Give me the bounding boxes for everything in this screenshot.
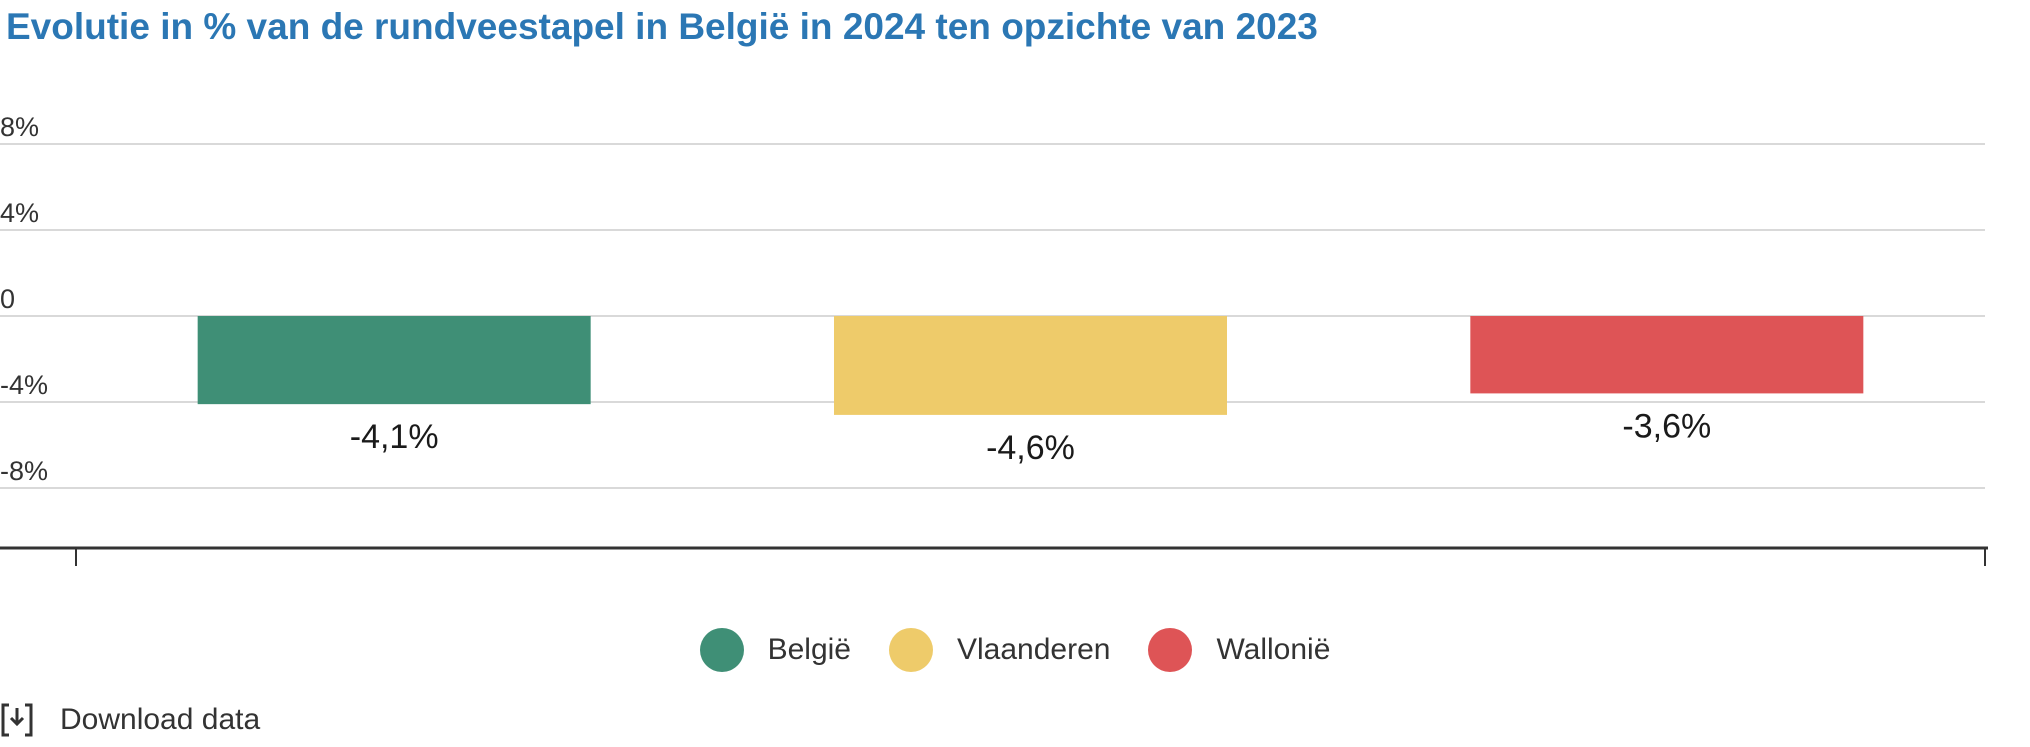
legend-swatch <box>889 628 933 672</box>
data-label: -3,6% <box>1622 407 1711 445</box>
chart-title: Evolutie in % van de rundveestapel in Be… <box>6 6 1318 47</box>
legend-item[interactable]: Vlaanderen <box>889 628 1110 672</box>
y-tick-label: -4% <box>0 370 48 400</box>
legend-label: Wallonië <box>1216 633 1331 666</box>
data-labels: -4,1% -4,6% -3,6% <box>350 407 1711 467</box>
legend-label: België <box>767 633 851 666</box>
bar-wallonië[interactable] <box>1470 316 1864 394</box>
download-data-label: Download data <box>60 703 261 736</box>
bar-chart: 8% 4% 0 -4% -8% -4,1% -4,6% -3,6% <box>0 112 1988 566</box>
bar-belgië[interactable] <box>197 316 591 405</box>
y-tick-label: 8% <box>0 112 39 142</box>
bar-vlaanderen[interactable] <box>834 316 1227 415</box>
download-data-button[interactable]: Download data <box>0 702 260 738</box>
legend: België Vlaanderen Wallonië <box>0 628 2030 672</box>
legend-item[interactable]: Wallonië <box>1148 628 1330 672</box>
data-label: -4,1% <box>350 418 439 456</box>
bars <box>197 316 1864 415</box>
download-icon <box>1 703 33 737</box>
y-tick-label: -8% <box>0 456 48 486</box>
y-axis-ticks: 8% 4% 0 -4% -8% <box>0 112 48 486</box>
x-axis <box>0 546 1988 566</box>
legend-label: Vlaanderen <box>957 633 1111 666</box>
y-tick-label: 0 <box>0 284 15 314</box>
y-tick-label: 4% <box>0 198 39 228</box>
legend-item[interactable]: België <box>699 628 851 672</box>
legend-swatch <box>1148 628 1193 672</box>
data-label: -4,6% <box>986 429 1075 467</box>
legend-swatch <box>699 628 744 672</box>
